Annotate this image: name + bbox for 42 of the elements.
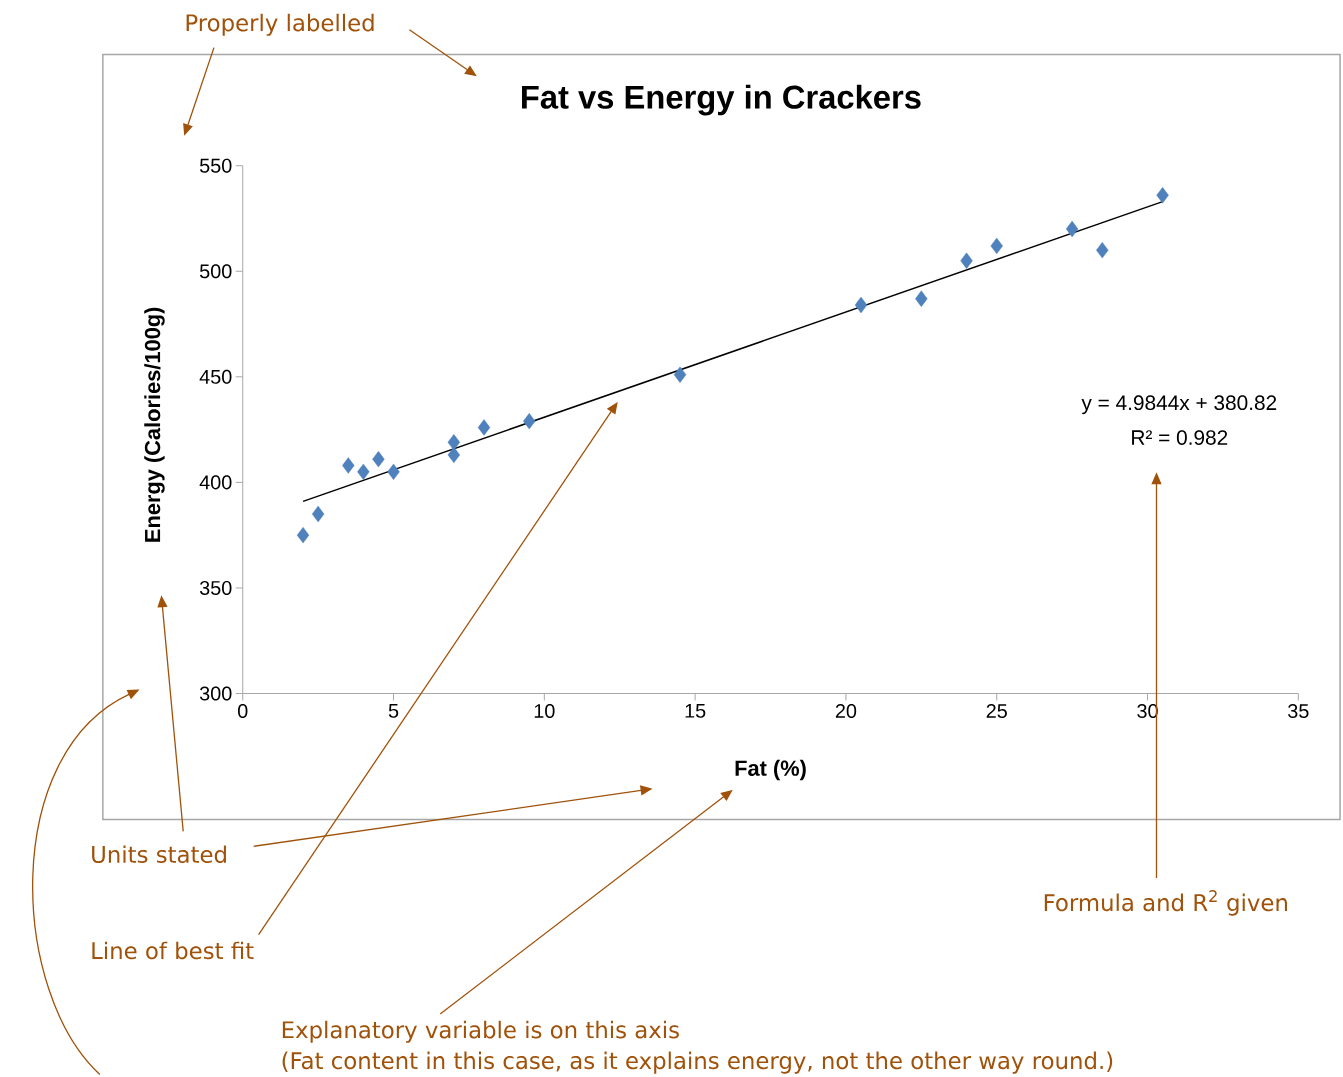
text: (Fat content in this case, as it explains energy, not the other way round.): [282, 1051, 1113, 1074]
point: [673, 366, 687, 383]
x-axis-title: Fat (%): [735, 759, 806, 780]
x-tick-label: 5: [388, 703, 399, 718]
point: [477, 419, 491, 436]
annotation: y = 4.9844x + 380.82: [1081, 395, 1277, 415]
point: [357, 463, 370, 480]
y-tick-label: 300: [199, 686, 232, 701]
x-tick-label: 20: [835, 703, 857, 718]
text: Units stated: [92, 845, 226, 863]
point: [1065, 220, 1079, 237]
chart-title: Fat vs Energy in Crackers: [522, 84, 921, 116]
x-tick-label: 10: [534, 703, 555, 718]
text: Explanatory variable is on this axis: [282, 1020, 679, 1043]
text: Properly labelled: [186, 13, 374, 36]
point: [447, 433, 460, 451]
y-tick-label: 500: [199, 264, 232, 279]
y-tick-label: 450: [199, 369, 232, 384]
point: [447, 446, 460, 463]
point: [342, 457, 355, 474]
point: [960, 252, 973, 269]
annotation: R² = 0.982: [1132, 429, 1228, 445]
point: [372, 450, 385, 468]
point: [915, 290, 928, 307]
y-tick-label: 550: [199, 158, 232, 173]
x-tick-label: 35: [1288, 703, 1309, 718]
y-tick-label: 400: [199, 475, 232, 490]
point: [1096, 241, 1109, 259]
y-axis-title: Energy (Calories/100g): [144, 307, 165, 542]
point: [990, 237, 1003, 254]
text: Line of best fit: [92, 941, 254, 960]
point: [296, 526, 310, 544]
y-tick-label: 350: [199, 580, 232, 595]
point: [1156, 186, 1169, 204]
point: [311, 505, 325, 522]
point: [854, 296, 868, 313]
x-tick-label: 15: [685, 703, 706, 718]
x-tick-label: 0: [237, 703, 248, 718]
point: [387, 463, 400, 480]
point: [523, 412, 536, 430]
text: Formula and R$^{2}$ given: [1044, 889, 1287, 916]
x-tick-label: 25: [986, 703, 1007, 718]
